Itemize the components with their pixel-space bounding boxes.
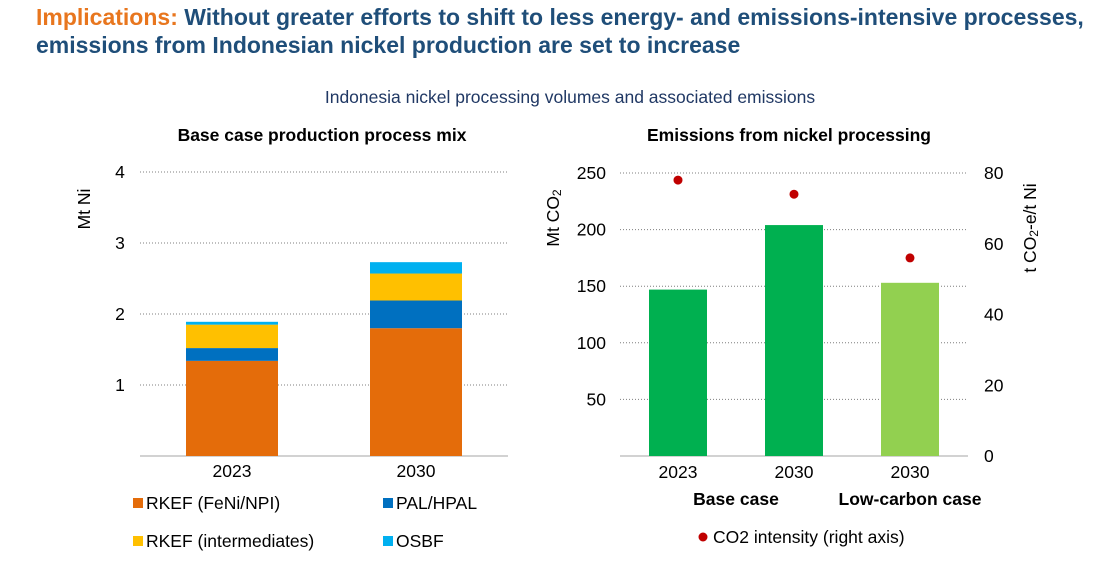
production-mix-legend: RKEF (FeNi/NPI) PAL/HPAL RKEF (intermedi… [133, 493, 477, 551]
emissions-right-y-ticks: 0 20 40 60 80 [984, 163, 1004, 466]
emissions-y-axis-title-main: Mt CO [543, 196, 563, 247]
group-label-base-case: Base case [693, 489, 779, 509]
legend-label-co2-intensity: CO2 intensity (right axis) [713, 527, 905, 547]
title-line-1: Implications: Without greater efforts to… [36, 3, 1084, 31]
production-mix-title: Base case production process mix [178, 125, 467, 145]
emissions-title: Emissions from nickel processing [647, 125, 931, 145]
x-category-label: 2030 [775, 462, 814, 482]
co2-intensity-point-base-case-2030 [789, 189, 799, 199]
title-text-line-2: emissions from Indonesian nickel product… [36, 32, 741, 58]
legend-label-osbf: OSBF [396, 531, 444, 551]
bar-rkef-feni-npi-2023 [186, 360, 278, 456]
x-category-label: 2030 [397, 461, 436, 481]
bar-rkef-intermediates-2023 [186, 324, 278, 349]
y-right-tick-label: 40 [984, 305, 1004, 325]
y-tick-label: 2 [115, 304, 125, 324]
emissions-y-axis-title-subscript: 2 [550, 189, 564, 196]
legend-label-rkef-intermediates: RKEF (intermediates) [146, 531, 314, 551]
slide-subtitle: Indonesia nickel processing volumes and … [325, 87, 816, 107]
legend-label-rkef-feni-npi: RKEF (FeNi/NPI) [146, 493, 280, 513]
title-lead: Implications: [36, 4, 178, 30]
intensity-y-axis-title-subscript: 2 [1027, 230, 1041, 237]
legend-marker-co2-intensity [698, 532, 708, 542]
title-line-2: emissions from Indonesian nickel product… [36, 31, 1084, 59]
y-left-tick-label: 150 [577, 276, 606, 296]
intensity-y-axis-title-tail: -e/t Ni [1020, 183, 1040, 230]
bar-osbf-2030 [370, 262, 462, 274]
bar-rkef-intermediates-2030 [370, 273, 462, 301]
y-right-tick-label: 60 [984, 234, 1004, 254]
emissions-chart: Emissions from nickel processing Mt CO2 … [543, 125, 1041, 547]
y-tick-label: 3 [115, 233, 125, 253]
y-right-tick-label: 80 [984, 163, 1004, 183]
intensity-y-axis-title-main: t CO [1020, 237, 1040, 273]
production-mix-y-ticks: 1 2 3 4 [115, 162, 125, 395]
bar-rkef-feni-npi-2030 [370, 328, 462, 456]
y-right-tick-label: 0 [984, 446, 994, 466]
emissions-bars [649, 225, 939, 456]
y-left-tick-label: 50 [587, 389, 607, 409]
legend-swatch-pal-hpal [383, 498, 393, 508]
co2-intensity-point-low-carbon-case-2030 [905, 253, 915, 263]
production-mix-y-axis-title: Mt Ni [74, 189, 94, 230]
legend-swatch-rkef-feni-npi [133, 498, 143, 508]
y-left-tick-label: 100 [577, 333, 606, 353]
co2-intensity-points [673, 175, 915, 263]
legend-swatch-rkef-intermediates [133, 536, 143, 546]
emissions-legend: CO2 intensity (right axis) [698, 527, 905, 547]
bar-osbf-2023 [186, 321, 278, 325]
legend-label-pal-hpal: PAL/HPAL [396, 493, 477, 513]
x-category-label: 2030 [891, 462, 930, 482]
title-text-line-1: Without greater efforts to shift to less… [184, 4, 1084, 30]
legend-swatch-osbf [383, 536, 393, 546]
emissions-group-labels: Base case Low-carbon case [693, 489, 982, 509]
production-mix-chart: Base case production process mix Mt Ni 1… [74, 125, 508, 551]
group-label-low-carbon-case: Low-carbon case [839, 489, 982, 509]
x-category-label: 2023 [213, 461, 252, 481]
co2-intensity-point-base-case-2023 [673, 175, 683, 185]
y-tick-label: 4 [115, 162, 125, 182]
y-left-tick-label: 200 [577, 220, 606, 240]
y-tick-label: 1 [115, 375, 125, 395]
bar-pal-hpal-2030 [370, 300, 462, 329]
production-mix-x-ticks: 2023 2030 [213, 461, 436, 481]
emissions-y-axis-title: Mt CO2 [543, 189, 564, 247]
production-mix-bars [186, 262, 462, 456]
bar-pal-hpal-2023 [186, 348, 278, 361]
emissions-bar-base-case-2030 [765, 225, 823, 456]
emissions-left-y-ticks: 50 100 150 200 250 [577, 163, 606, 409]
emissions-bar-low-carbon-case-2030 [881, 282, 939, 456]
y-right-tick-label: 20 [984, 375, 1004, 395]
x-category-label: 2023 [659, 462, 698, 482]
intensity-y-axis-title: t CO2-e/t Ni [1020, 183, 1041, 272]
y-left-tick-label: 250 [577, 163, 606, 183]
slide-title: Implications: Without greater efforts to… [36, 3, 1084, 59]
emissions-bar-base-case-2023 [649, 289, 707, 456]
emissions-x-ticks: 2023 2030 2030 [659, 462, 930, 482]
